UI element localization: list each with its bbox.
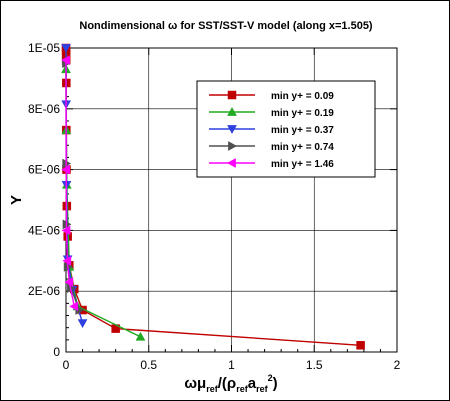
y-axis-label: Y bbox=[8, 195, 25, 205]
series-line bbox=[65, 60, 75, 307]
legend-item: min y+ = 0.19 bbox=[209, 106, 334, 119]
legend-label: min y+ = 0.09 bbox=[271, 91, 334, 102]
x-tick-label: 0.5 bbox=[140, 358, 157, 372]
x-axis-label-part: 2 bbox=[268, 373, 273, 383]
y-tick-label: 1E-05 bbox=[28, 41, 60, 55]
legend-label: min y+ = 0.37 bbox=[271, 125, 334, 136]
x-tick-label: 0 bbox=[63, 358, 70, 372]
x-axis-label-part: a bbox=[248, 375, 257, 392]
y-tick-label: 8E-06 bbox=[28, 102, 60, 116]
data-point bbox=[227, 90, 237, 100]
legend-label: min y+ = 0.74 bbox=[271, 142, 334, 153]
legend-label: min y+ = 1.46 bbox=[271, 159, 334, 170]
data-point bbox=[60, 55, 70, 66]
axis-ticks: 0 0.5 1 1.5 2 0 2E-06 4E-06 6E-06 8E-06 1E-05 bbox=[28, 41, 401, 372]
x-axis-label-part: /(ρ bbox=[218, 375, 236, 392]
chart-title: Nondimensional ω for SST/SST-V model (al… bbox=[79, 20, 373, 32]
data-point bbox=[69, 301, 79, 312]
data-point bbox=[135, 331, 146, 341]
data-point bbox=[61, 44, 71, 54]
legend: min y+ = 0.09 min y+ = 0.19 min y+ = 0.37 m… bbox=[196, 80, 376, 178]
y-tick-label: 4E-06 bbox=[28, 223, 60, 237]
x-axis-label-part: ref bbox=[256, 384, 269, 394]
y-tick-label: 2E-06 bbox=[28, 284, 60, 298]
data-point bbox=[62, 255, 72, 266]
x-tick-label: 1 bbox=[228, 358, 235, 372]
data-point bbox=[226, 158, 236, 168]
legend-item: min y+ = 0.37 bbox=[209, 125, 334, 136]
legend-item: min y+ = 1.46 bbox=[209, 158, 334, 170]
data-point bbox=[61, 164, 71, 175]
data-point bbox=[227, 125, 237, 135]
x-axis-label-part: ) bbox=[273, 375, 278, 392]
series-5 bbox=[60, 55, 79, 312]
data-point bbox=[356, 341, 365, 350]
x-axis-label: ωμref/(ρrefaref2) bbox=[184, 373, 277, 394]
data-point bbox=[227, 106, 237, 116]
data-point bbox=[228, 141, 238, 151]
x-axis-label-part: ωμ bbox=[184, 375, 206, 392]
x-tick-label: 1.5 bbox=[306, 358, 323, 372]
legend-item: min y+ = 0.74 bbox=[209, 141, 334, 153]
series-2 bbox=[61, 64, 146, 341]
y-tick-label: 6E-06 bbox=[28, 163, 60, 177]
x-axis-label-part: ref bbox=[236, 384, 249, 394]
legend-item: min y+ = 0.09 bbox=[209, 90, 334, 102]
series-layer bbox=[60, 43, 365, 350]
x-tick-label: 2 bbox=[394, 358, 401, 372]
data-point bbox=[77, 319, 88, 329]
legend-label: min y+ = 0.19 bbox=[271, 108, 334, 119]
data-point bbox=[64, 277, 74, 288]
x-axis-label-part: ref bbox=[206, 384, 219, 394]
y-tick-label: 0 bbox=[53, 345, 60, 359]
data-point bbox=[61, 225, 71, 236]
